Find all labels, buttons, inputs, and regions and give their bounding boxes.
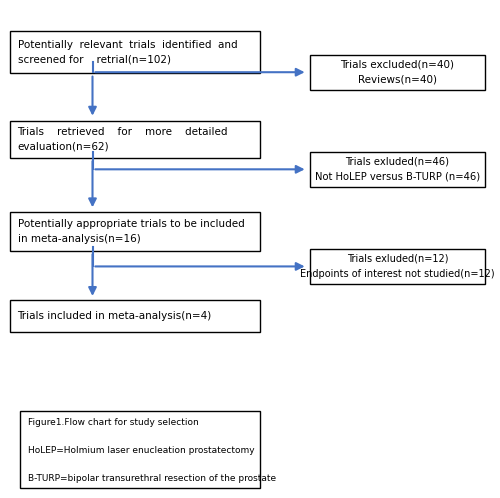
Bar bbox=[310, 152, 485, 187]
Text: HoLEP=Holmium laser enucleation prostatectomy: HoLEP=Holmium laser enucleation prostate… bbox=[28, 446, 254, 455]
Text: Trials included in meta-analysis(n=4): Trials included in meta-analysis(n=4) bbox=[18, 311, 212, 321]
Text: Trials    retrieved    for    more    detailed: Trials retrieved for more detailed bbox=[18, 127, 228, 137]
Text: Potentially  relevant  trials  identified  and: Potentially relevant trials identified a… bbox=[18, 40, 237, 50]
Text: Potentially appropriate trials to be included: Potentially appropriate trials to be inc… bbox=[18, 219, 244, 229]
Text: Endpoints of interest not studied(n=12): Endpoints of interest not studied(n=12) bbox=[300, 269, 495, 279]
Text: screened for    retrial(n=102): screened for retrial(n=102) bbox=[18, 55, 171, 65]
Text: Not HoLEP versus B-TURP (n=46): Not HoLEP versus B-TURP (n=46) bbox=[315, 172, 480, 182]
Text: evaluation(n=62): evaluation(n=62) bbox=[18, 142, 109, 152]
Text: Trials excluded(n=40): Trials excluded(n=40) bbox=[340, 60, 454, 70]
Bar bbox=[10, 31, 260, 73]
Bar bbox=[10, 121, 260, 158]
Bar bbox=[20, 411, 260, 488]
Text: Trials exluded(n=46): Trials exluded(n=46) bbox=[346, 157, 450, 167]
Bar bbox=[10, 300, 260, 333]
Bar bbox=[310, 55, 485, 90]
Text: Trials exluded(n=12): Trials exluded(n=12) bbox=[347, 254, 448, 264]
Text: Reviews(n=40): Reviews(n=40) bbox=[358, 75, 437, 85]
Bar bbox=[10, 212, 260, 251]
Text: Figure1.Flow chart for study selection: Figure1.Flow chart for study selection bbox=[28, 418, 198, 427]
Text: B-TURP=bipolar transurethral resection of the prostate: B-TURP=bipolar transurethral resection o… bbox=[28, 474, 276, 483]
Bar bbox=[310, 249, 485, 284]
Text: in meta-analysis(n=16): in meta-analysis(n=16) bbox=[18, 234, 140, 244]
